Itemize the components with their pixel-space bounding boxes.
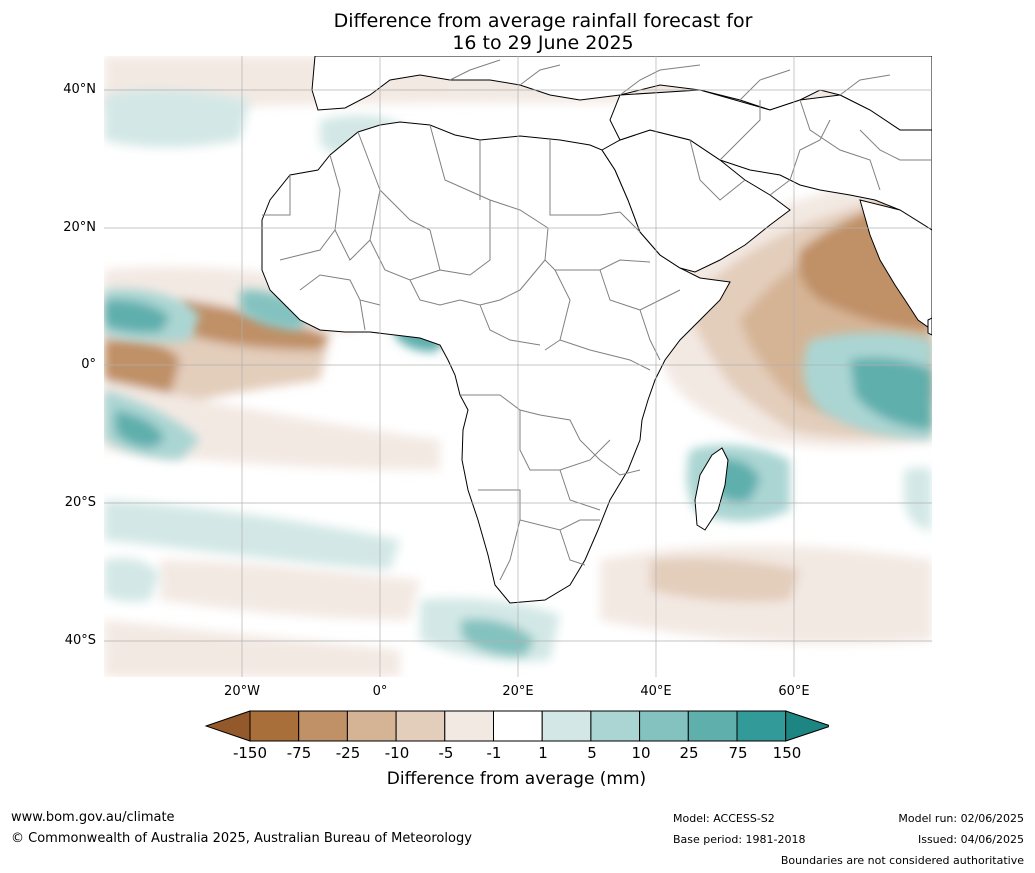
- colorbar-segment: [541, 710, 592, 742]
- lat-label-20s: 20°S: [64, 495, 96, 510]
- colorbar-tick: -1: [486, 744, 502, 762]
- colorbar-tick: 75: [728, 744, 748, 762]
- title-line-2: 16 to 29 June 2025: [452, 32, 634, 54]
- colorbar-under-triangle: [205, 710, 251, 742]
- country-borders: [262, 59, 932, 581]
- rainfall-anomaly-map: [104, 56, 932, 677]
- lat-label-40n: 40°N: [63, 82, 96, 97]
- colorbar-tick: -75: [286, 744, 312, 762]
- colorbar-tick: 10: [631, 744, 651, 762]
- lon-label-60e: 60°E: [778, 684, 810, 699]
- colorbar-legend: [205, 710, 829, 742]
- graticule: [104, 56, 932, 677]
- lat-label-40s: 40°S: [64, 633, 96, 648]
- issued-date: Issued: 04/06/2025: [917, 833, 1024, 846]
- colorbar-segment: [736, 710, 787, 742]
- colorbar-tick: 1: [538, 744, 548, 762]
- boundaries-disclaimer: Boundaries are not considered authoritat…: [780, 854, 1024, 867]
- colorbar-segment: [590, 710, 641, 742]
- website-link[interactable]: www.bom.gov.au/climate: [11, 810, 175, 825]
- colorbar-tick: 150: [772, 744, 802, 762]
- colorbar-segment: [639, 710, 689, 742]
- base-period: Base period: 1981-2018: [673, 833, 806, 846]
- model-name: Model: ACCESS-S2: [673, 812, 775, 825]
- colorbar-segment: [444, 710, 495, 742]
- map-title: Difference from average rainfall forecas…: [0, 10, 1035, 54]
- sri-lanka: [927, 317, 932, 336]
- madagascar: [694, 447, 729, 531]
- colorbar-segment: [346, 710, 397, 742]
- colorbar-over-triangle: [785, 710, 829, 742]
- colorbar-segment: [395, 710, 446, 742]
- colorbar-tick: -10: [384, 744, 410, 762]
- india: [859, 199, 932, 331]
- colorbar-label: Difference from average (mm): [386, 769, 647, 789]
- title-line-1: Difference from average rainfall forecas…: [333, 10, 753, 32]
- colorbar-segment: [298, 710, 348, 742]
- lon-label-20w: 20°W: [224, 684, 260, 699]
- lon-label-40e: 40°E: [640, 684, 672, 699]
- colorbar-tick: 25: [679, 744, 699, 762]
- lon-label-20e: 20°E: [502, 684, 534, 699]
- colorbar-segment: [493, 710, 543, 742]
- lon-label-0: 0°: [372, 684, 388, 699]
- colorbar-segment: [249, 710, 300, 742]
- model-run-date: Model run: 02/06/2025: [898, 812, 1024, 825]
- colorbar-segment: [687, 710, 738, 742]
- colorbar-tick: -5: [438, 744, 454, 762]
- colorbar-tick: -150: [232, 744, 268, 762]
- colorbar-tick: 5: [587, 744, 597, 762]
- colorbar-tick: -25: [335, 744, 361, 762]
- copyright-text: © Commonwealth of Australia 2025, Austra…: [11, 831, 472, 846]
- lat-label-20n: 20°N: [63, 220, 96, 235]
- africa-coast: [261, 121, 731, 604]
- lat-label-0: 0°: [81, 357, 96, 372]
- middle-east-iran: [609, 89, 932, 231]
